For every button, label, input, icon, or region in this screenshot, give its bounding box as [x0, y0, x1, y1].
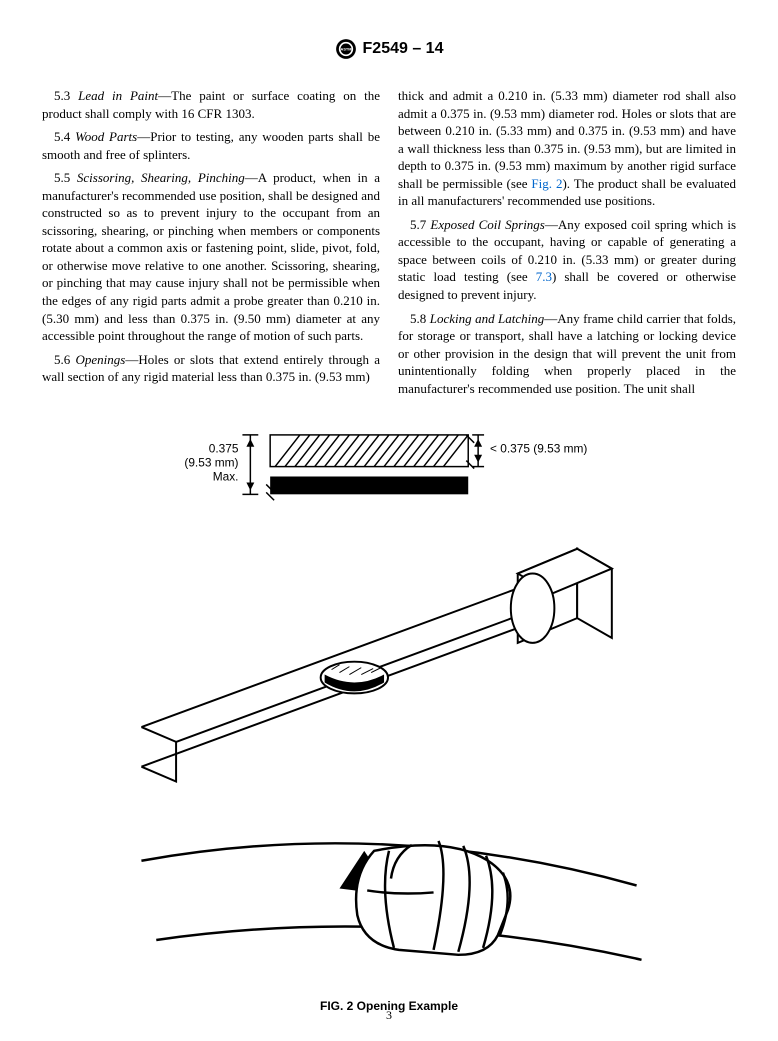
fig-2-link[interactable]: Fig. 2 — [531, 176, 562, 191]
document-page: ASTM F2549 – 14 5.3 Lead in Paint—The pa… — [0, 0, 778, 1041]
document-id: F2549 – 14 — [363, 40, 444, 58]
left-column: 5.3 Lead in Paint—The paint or surface c… — [42, 87, 380, 403]
section-5-7: 5.7 Exposed Coil Springs—Any exposed coi… — [398, 216, 736, 304]
section-5-6-continued: thick and admit a 0.210 in. (5.33 mm) di… — [398, 87, 736, 210]
section-5-6: 5.6 Openings—Holes or slots that extend … — [42, 351, 380, 386]
section-7-3-link[interactable]: 7.3 — [536, 269, 552, 284]
dim-right: < 0.375 (9.53 mm) — [490, 442, 587, 456]
dim-left-b: (9.53 mm) — [184, 456, 238, 470]
dim-left-c: Max. — [213, 470, 239, 484]
section-5-3: 5.3 Lead in Paint—The paint or surface c… — [42, 87, 380, 122]
right-column: thick and admit a 0.210 in. (5.33 mm) di… — [398, 87, 736, 403]
section-5-4: 5.4 Wood Parts—Prior to testing, any woo… — [42, 128, 380, 163]
header-inner: ASTM F2549 – 14 — [335, 38, 444, 60]
section-5-5: 5.5 Scissoring, Shearing, Pinching—A pro… — [42, 169, 380, 344]
svg-text:ASTM: ASTM — [340, 48, 351, 52]
section-5-8: 5.8 Locking and Latching—Any frame child… — [398, 310, 736, 398]
dim-left-a: 0.375 — [209, 442, 239, 456]
figure-2: 0.375 (9.53 mm) Max. — [42, 425, 736, 1013]
figure-2-svg: 0.375 (9.53 mm) Max. — [82, 425, 696, 980]
page-number: 3 — [0, 1008, 778, 1023]
astm-logo-icon: ASTM — [335, 38, 357, 60]
page-header: ASTM F2549 – 14 — [42, 38, 736, 65]
text-columns: 5.3 Lead in Paint—The paint or surface c… — [42, 87, 736, 403]
